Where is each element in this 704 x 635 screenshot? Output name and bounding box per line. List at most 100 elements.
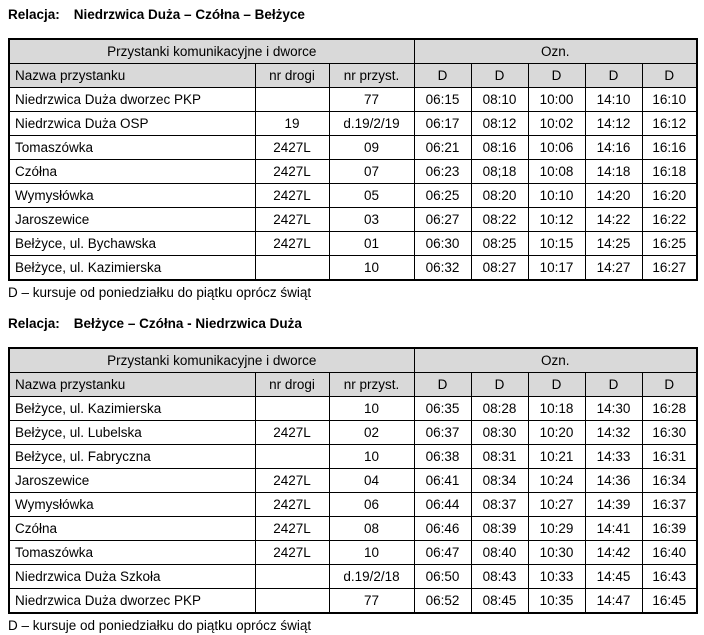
departure-time-cell: 16:45 [641,588,698,614]
table-row: Bełżyce, ul. Bychawska 2427L 01 06:30 08:25 1… [8,231,698,256]
departure-time-cell: 06:23 [413,159,472,184]
timetable-return: Przystanki komunikacyjne i dworce Ozn. N… [8,347,699,614]
departure-time-cell: 08:25 [470,231,529,256]
departure-time-cell: 16:30 [641,420,698,445]
departure-time-cell: 16:10 [641,87,698,112]
col-header-road-number: nr drogi [254,372,330,397]
group-header-stops: Przystanki komunikacyjne i dworce [8,38,415,64]
table-head: Przystanki komunikacyjne i dworce Ozn. N… [8,38,698,88]
relation-label: Relacja: [8,7,60,22]
departure-time-cell: 14:45 [584,564,643,589]
stop-number-cell: 03 [328,207,415,232]
col-header-stop-name: Nazwa przystanku [8,63,256,88]
group-header-stops: Przystanki komunikacyjne i dworce [8,347,415,373]
relation-route: Niedrzwica Duża – Czółna – Bełżyce [73,7,305,22]
stop-number-cell: 05 [328,183,415,208]
stop-number-cell: 09 [328,135,415,160]
relation-title: Relacja: Niedrzwica Duża – Czółna – Bełży… [8,7,696,23]
departure-time-cell: 10:35 [527,588,586,614]
departure-time-cell: 14:47 [584,588,643,614]
departure-time-cell: 08:10 [470,87,529,112]
road-number-cell [254,87,330,112]
departure-time-cell: 06:52 [413,588,472,614]
departure-time-cell: 08:34 [470,468,529,493]
table-row: Czółna 2427L 08 06:46 08:39 10:29 14:41 16:39 [8,516,698,541]
departure-time-cell: 16:31 [641,444,698,469]
col-header-d2: D [470,372,529,397]
departure-time-cell: 08;18 [470,159,529,184]
departure-time-cell: 16:12 [641,111,698,136]
departure-time-cell: 16:16 [641,135,698,160]
road-number-cell: 2427L [254,159,330,184]
departure-time-cell: 08:30 [470,420,529,445]
table-body: Niedrzwica Duża dworzec PKP 77 06:15 08:10 1… [8,87,698,281]
departure-time-cell: 08:31 [470,444,529,469]
departure-time-cell: 08:37 [470,492,529,517]
stop-number-cell: 77 [328,87,415,112]
road-number-cell: 2427L [254,540,330,565]
departure-time-cell: 14:33 [584,444,643,469]
stop-name-cell: Bełżyce, ul. Kazimierska [8,396,256,421]
departure-time-cell: 14:12 [584,111,643,136]
departure-time-cell: 06:35 [413,396,472,421]
col-header-d3: D [527,372,586,397]
stop-name-cell: Jaroszewice [8,207,256,232]
departure-time-cell: 10:08 [527,159,586,184]
departure-time-cell: 10:12 [527,207,586,232]
departure-time-cell: 06:25 [413,183,472,208]
departure-time-cell: 08:20 [470,183,529,208]
stop-number-cell: 04 [328,468,415,493]
departure-time-cell: 14:39 [584,492,643,517]
stop-number-cell: 02 [328,420,415,445]
departure-time-cell: 08:27 [470,255,529,281]
stop-name-cell: Bełżyce, ul. Fabryczna [8,444,256,469]
table-row: Tomaszówka 2427L 09 06:21 08:16 10:06 14:16 16:… [8,135,698,160]
road-number-cell [254,255,330,281]
road-number-cell: 2427L [254,207,330,232]
relation-route: Bełżyce – Czółna - Niedrzwica Duża [73,316,302,331]
departure-time-cell: 16:37 [641,492,698,517]
departure-time-cell: 10:10 [527,183,586,208]
col-header-d5: D [641,372,698,397]
departure-time-cell: 08:45 [470,588,529,614]
departure-time-cell: 16:27 [641,255,698,281]
departure-time-cell: 06:44 [413,492,472,517]
departure-time-cell: 10:24 [527,468,586,493]
departure-time-cell: 16:25 [641,231,698,256]
departure-time-cell: 06:32 [413,255,472,281]
table-row: Bełżyce, ul. Lubelska 2427L 02 06:37 08:30 10… [8,420,698,445]
col-header-d2: D [470,63,529,88]
stop-number-cell: 07 [328,159,415,184]
stop-name-cell: Czółna [8,516,256,541]
col-header-d1: D [413,372,472,397]
column-header-row: Nazwa przystanku nr drogi nr przyst. D D… [8,63,698,88]
column-header-row: Nazwa przystanku nr drogi nr przyst. D D… [8,372,698,397]
departure-time-cell: 10:15 [527,231,586,256]
stop-number-cell: 10 [328,444,415,469]
departure-time-cell: 08:40 [470,540,529,565]
section-outbound: Relacja: Niedrzwica Duża – Czółna – Bełży… [8,7,699,301]
departure-time-cell: 16:40 [641,540,698,565]
stop-number-cell: 10 [328,540,415,565]
stop-name-cell: Tomaszówka [8,540,256,565]
table-head: Przystanki komunikacyjne i dworce Ozn. N… [8,347,698,397]
table-row: Bełżyce, ul. Kazimierska 10 06:32 08:27 10:1… [8,255,698,281]
col-header-stop-name: Nazwa przystanku [8,372,256,397]
stop-number-cell: d.19/2/19 [328,111,415,136]
departure-time-cell: 08:39 [470,516,529,541]
departure-time-cell: 06:46 [413,516,472,541]
departure-time-cell: 14:30 [584,396,643,421]
departure-time-cell: 16:39 [641,516,698,541]
departure-time-cell: 06:21 [413,135,472,160]
stop-name-cell: Niedrzwica Duża dworzec PKP [8,588,256,614]
stop-number-cell: 10 [328,255,415,281]
departure-time-cell: 16:18 [641,159,698,184]
table-row: Niedrzwica Duża dworzec PKP 77 06:15 08:10 1… [8,87,698,112]
group-header-row: Przystanki komunikacyjne i dworce Ozn. [8,38,698,64]
departure-time-cell: 16:43 [641,564,698,589]
road-number-cell: 2427L [254,231,330,256]
col-header-d3: D [527,63,586,88]
stop-number-cell: d.19/2/18 [328,564,415,589]
departure-time-cell: 08:28 [470,396,529,421]
road-number-cell: 2427L [254,516,330,541]
